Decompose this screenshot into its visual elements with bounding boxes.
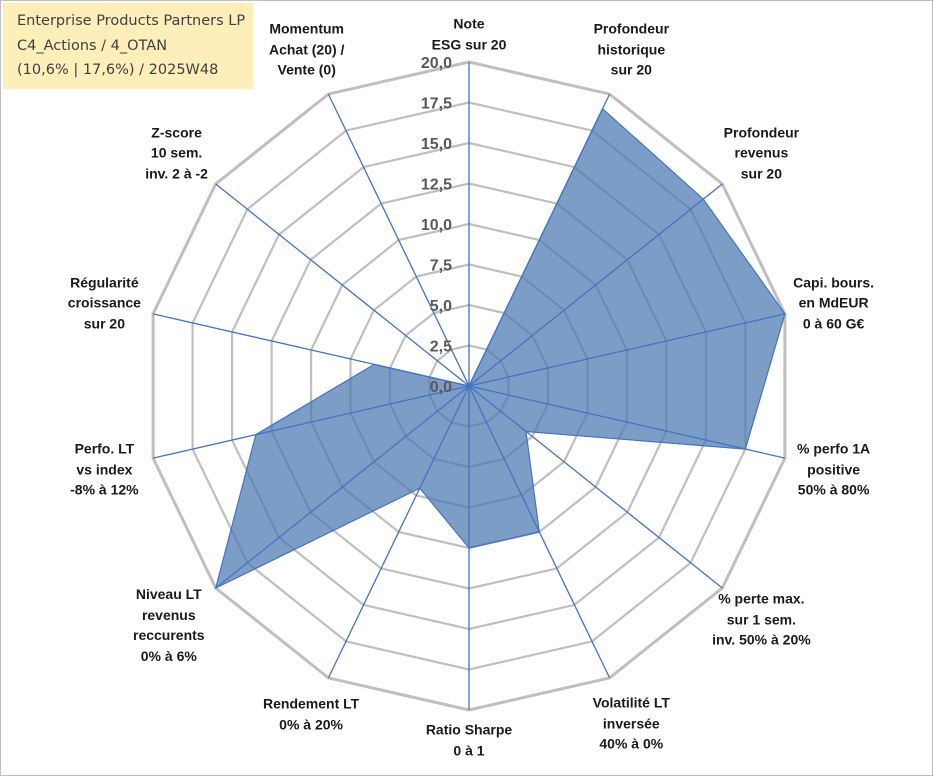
axis-label-line: % perte max. (718, 590, 805, 607)
category-path: C4_Actions / 4_OTAN (17, 37, 168, 54)
axis-label-line: croissance (67, 294, 141, 311)
axis-label-line: 0 à 60 G€ (802, 315, 865, 332)
axis-label-line: Z-score (151, 124, 202, 141)
axis-label: Niveau LT revenus reccurents 0% à 6% (133, 584, 205, 666)
axis-label: Rendement LT 0% à 20% (263, 694, 359, 735)
axis-label-line: reccurents (133, 627, 205, 644)
axis-label-line: Perfo. LT (74, 440, 135, 457)
axis-spoke (215, 183, 470, 387)
axis-label-line: sur 20 (83, 315, 126, 332)
axis-label-line: Achat (20) / (268, 40, 345, 57)
tick-label: 17,5 (421, 96, 452, 113)
axis-label-line: sur 20 (610, 61, 652, 78)
axis-label-line: Profondeur (593, 20, 670, 37)
axis-label-line: Profondeur (723, 124, 800, 141)
axis-label-line: Régularité (70, 274, 139, 291)
axis-label-line: Momentum (269, 20, 345, 37)
tick-label: 10,0 (421, 217, 452, 234)
tick-label: 12,5 (421, 177, 452, 194)
axis-label: % perfo 1A positive 50% à 80% (797, 438, 870, 500)
axis-label-line: historique (597, 40, 666, 57)
axis-label: Volatilité LT inversée 40% à 0% (593, 692, 670, 754)
axis-label-line: ESG sur 20 (431, 36, 507, 52)
tick-label: 0,0 (430, 379, 452, 396)
chart-title-box: Enterprise Products Partners LP C4_Actio… (3, 3, 254, 89)
axis-spoke (468, 385, 723, 589)
axis-label-line: 40% à 0% (599, 735, 664, 752)
axis-label-line: inversée (602, 714, 660, 731)
tick-label: 20,0 (421, 55, 452, 72)
tick-label: 7,5 (430, 258, 452, 275)
axis-label: Ratio Sharpe 0 à 1 (426, 720, 512, 761)
axis-spoke (468, 93, 611, 387)
axis-label-line: 0% à 6% (140, 647, 197, 664)
axis-label: % perte max. sur 1 sem. inv. 50% à 20% (712, 588, 811, 650)
score-period: (10,6% | 17,6%) / 2025W48 (17, 62, 219, 78)
tick-label: 15,0 (421, 136, 452, 153)
axis-label-line: sur 1 sem. (726, 610, 797, 627)
axis-label: Profondeur revenus sur 20 (724, 122, 799, 184)
axis-label-line: % perfo 1A (797, 440, 871, 457)
axis-label-line: Ratio Sharpe (425, 721, 513, 738)
axis-label-line: sur 20 (740, 165, 783, 182)
axis-label-line: Vente (0) (277, 61, 336, 78)
tick-label: 2,5 (430, 339, 452, 356)
axis-label-line: vs index (76, 460, 133, 477)
axis-label-line: inv. 50% à 20% (712, 631, 811, 648)
axis-label: Note ESG sur 20 (432, 14, 507, 55)
axis-label-line: Note (453, 15, 485, 32)
series-area (214, 107, 786, 590)
axis-spoke (215, 385, 470, 589)
axis-spoke (327, 93, 470, 387)
axis-label-line: Capi. bours. (793, 274, 875, 291)
axis-spoke (152, 313, 470, 387)
axis-label-line: inv. 2 à -2 (145, 165, 208, 182)
axis-label-line: 0 à 1 (453, 742, 485, 758)
axis-label-line: Rendement LT (262, 695, 360, 712)
axis-label-line: Niveau LT (135, 586, 202, 603)
axis-label: Profondeur historique sur 20 (594, 18, 669, 80)
axis-label: Régularité croissance sur 20 (68, 272, 141, 334)
axis-label-line: revenus (141, 606, 196, 623)
axis-spoke (468, 385, 611, 679)
axis-spoke (468, 385, 786, 459)
tick-label: 5,0 (430, 298, 452, 315)
axis-label-line: -8% à 12% (70, 481, 139, 498)
axis-label: Perfo. LT vs index -8% à 12% (70, 438, 138, 500)
axis-spoke (152, 385, 470, 459)
company-name: Enterprise Products Partners LP (17, 13, 246, 29)
axis-label-line: Volatilité LT (592, 694, 670, 711)
axis-spoke (468, 313, 786, 387)
axis-label: Momentum Achat (20) / Vente (0) (269, 18, 344, 80)
axis-spoke (327, 385, 470, 679)
axis-label-line: en MdEUR (798, 294, 869, 311)
axis-label-line: 0% à 20% (279, 716, 344, 732)
axis-label-line: 10 sem. (150, 144, 203, 161)
axis-label-line: revenus (734, 144, 789, 161)
axis-label-line: 50% à 80% (797, 481, 870, 498)
axis-spoke (468, 183, 723, 387)
axis-label-line: positive (807, 460, 861, 477)
axis-label: Capi. bours. en MdEUR 0 à 60 G€ (793, 272, 874, 334)
axis-label: Z-score 10 sem. inv. 2 à -2 (145, 122, 208, 184)
